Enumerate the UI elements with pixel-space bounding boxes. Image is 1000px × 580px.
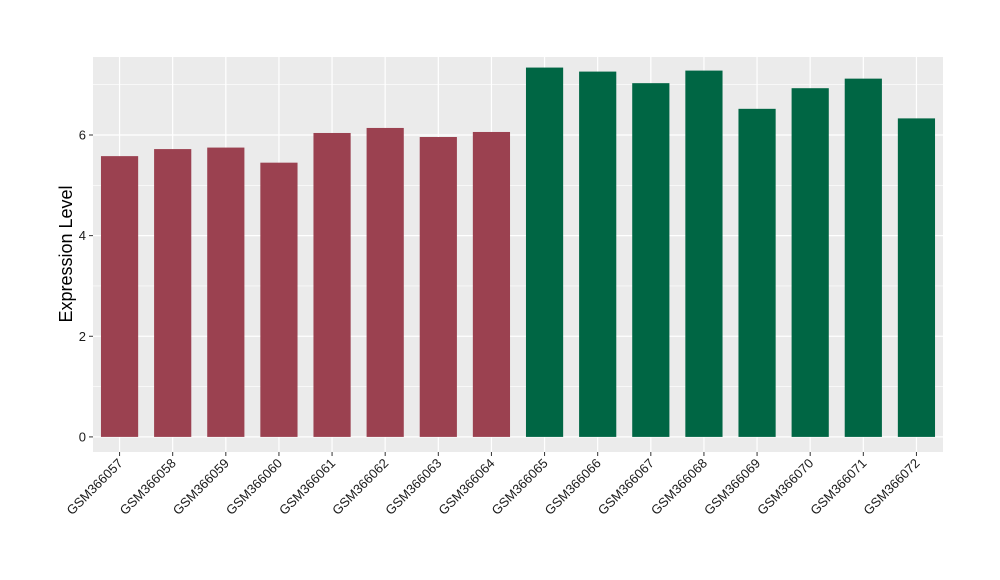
bar <box>897 118 936 437</box>
bar <box>154 149 192 437</box>
x-tick-label: GSM366063 <box>382 456 444 518</box>
bar <box>685 70 723 437</box>
bar <box>100 156 139 437</box>
bar <box>579 71 617 437</box>
y-tick-label: 6 <box>79 127 86 142</box>
bar <box>366 127 404 437</box>
bar <box>472 131 511 437</box>
bar <box>260 162 298 437</box>
x-tick-label: GSM366061 <box>276 456 338 518</box>
bar <box>844 78 882 437</box>
bar <box>738 108 776 437</box>
x-axis: GSM366057GSM366058GSM366059GSM366060GSM3… <box>63 452 923 518</box>
y-tick-label: 2 <box>79 329 86 344</box>
x-tick-label: GSM366067 <box>595 456 657 518</box>
x-tick-label: GSM366072 <box>860 456 922 518</box>
y-tick-label: 0 <box>79 429 86 444</box>
bar <box>632 83 670 437</box>
x-tick-label: GSM366059 <box>170 456 232 518</box>
bar <box>313 132 351 437</box>
y-axis: 0 2 4 6 <box>79 127 93 444</box>
x-tick-label: GSM366069 <box>701 456 763 518</box>
x-tick-label: GSM366068 <box>648 456 710 518</box>
bar <box>207 147 245 437</box>
y-axis-title: Expression Level <box>56 185 76 322</box>
bar <box>791 88 829 437</box>
x-tick-label: GSM366060 <box>223 456 285 518</box>
x-tick-label: GSM366066 <box>542 456 604 518</box>
x-tick-label: GSM366058 <box>117 456 179 518</box>
x-tick-label: GSM366057 <box>63 456 125 518</box>
bars <box>100 67 936 437</box>
x-tick-label: GSM366062 <box>329 456 391 518</box>
bar <box>525 67 564 437</box>
bar <box>419 137 457 437</box>
x-tick-label: GSM366070 <box>754 456 816 518</box>
x-tick-label: GSM366065 <box>488 456 550 518</box>
x-tick-label: GSM366071 <box>807 456 869 518</box>
y-tick-label: 4 <box>79 228 86 243</box>
x-tick-label: GSM366064 <box>435 456 497 518</box>
